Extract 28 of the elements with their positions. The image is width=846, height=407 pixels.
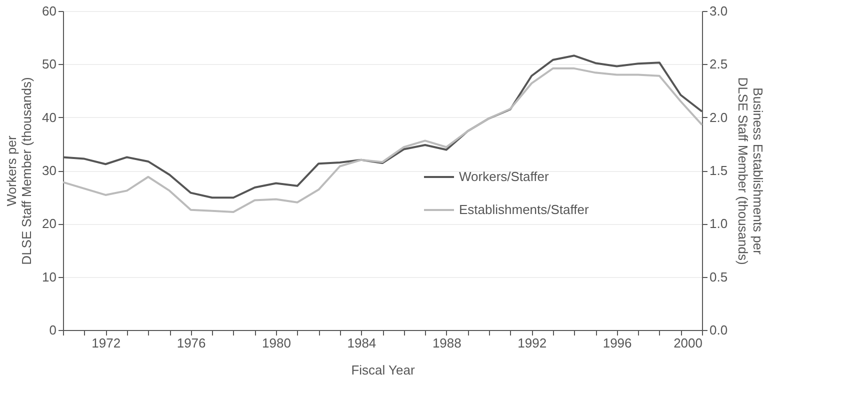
y-tick-label: 40 <box>42 110 56 125</box>
y2-tick-label: 0.5 <box>710 269 728 284</box>
x-tick-label: 1980 <box>262 336 291 350</box>
y2-tick-label: 0.0 <box>710 322 728 338</box>
y-tick-label: 10 <box>42 269 56 284</box>
x-axis-title: Fiscal Year <box>351 362 416 378</box>
y2-tick-label: 2.0 <box>710 110 728 125</box>
line-series <box>62 67 703 213</box>
y-tick-label: 20 <box>42 216 56 232</box>
y-tick-label: 60 <box>42 4 56 18</box>
x-tick-label: 1996 <box>602 336 632 350</box>
x-tick-label: 2000 <box>674 336 702 350</box>
legend-label: Workers/Staffer <box>459 169 550 184</box>
y2-tick-label: 3.0 <box>710 4 728 18</box>
y-tick-label: 0 <box>49 322 56 338</box>
y2-tick-label: 1.5 <box>710 163 728 178</box>
x-tick-label: 1988 <box>432 336 462 350</box>
y2-tick-label: 2.5 <box>710 56 728 72</box>
x-tick-label: 1976 <box>176 336 206 350</box>
y-axis-title: Workers per DLSE Staff Member (thousands) <box>4 77 34 265</box>
y-tick-label: 30 <box>42 163 56 178</box>
legend-label: Establishments/Staffer <box>459 202 590 217</box>
y-tick-label: 50 <box>42 56 56 72</box>
y2-axis-title: Business Establishments per DLSE Staff Member (thousands) <box>736 77 766 265</box>
x-tick-label: 1992 <box>518 336 547 350</box>
x-tick-label: 1972 <box>92 336 121 350</box>
x-tick-label: 1984 <box>347 336 376 350</box>
y2-tick-label: 1.0 <box>710 216 728 232</box>
